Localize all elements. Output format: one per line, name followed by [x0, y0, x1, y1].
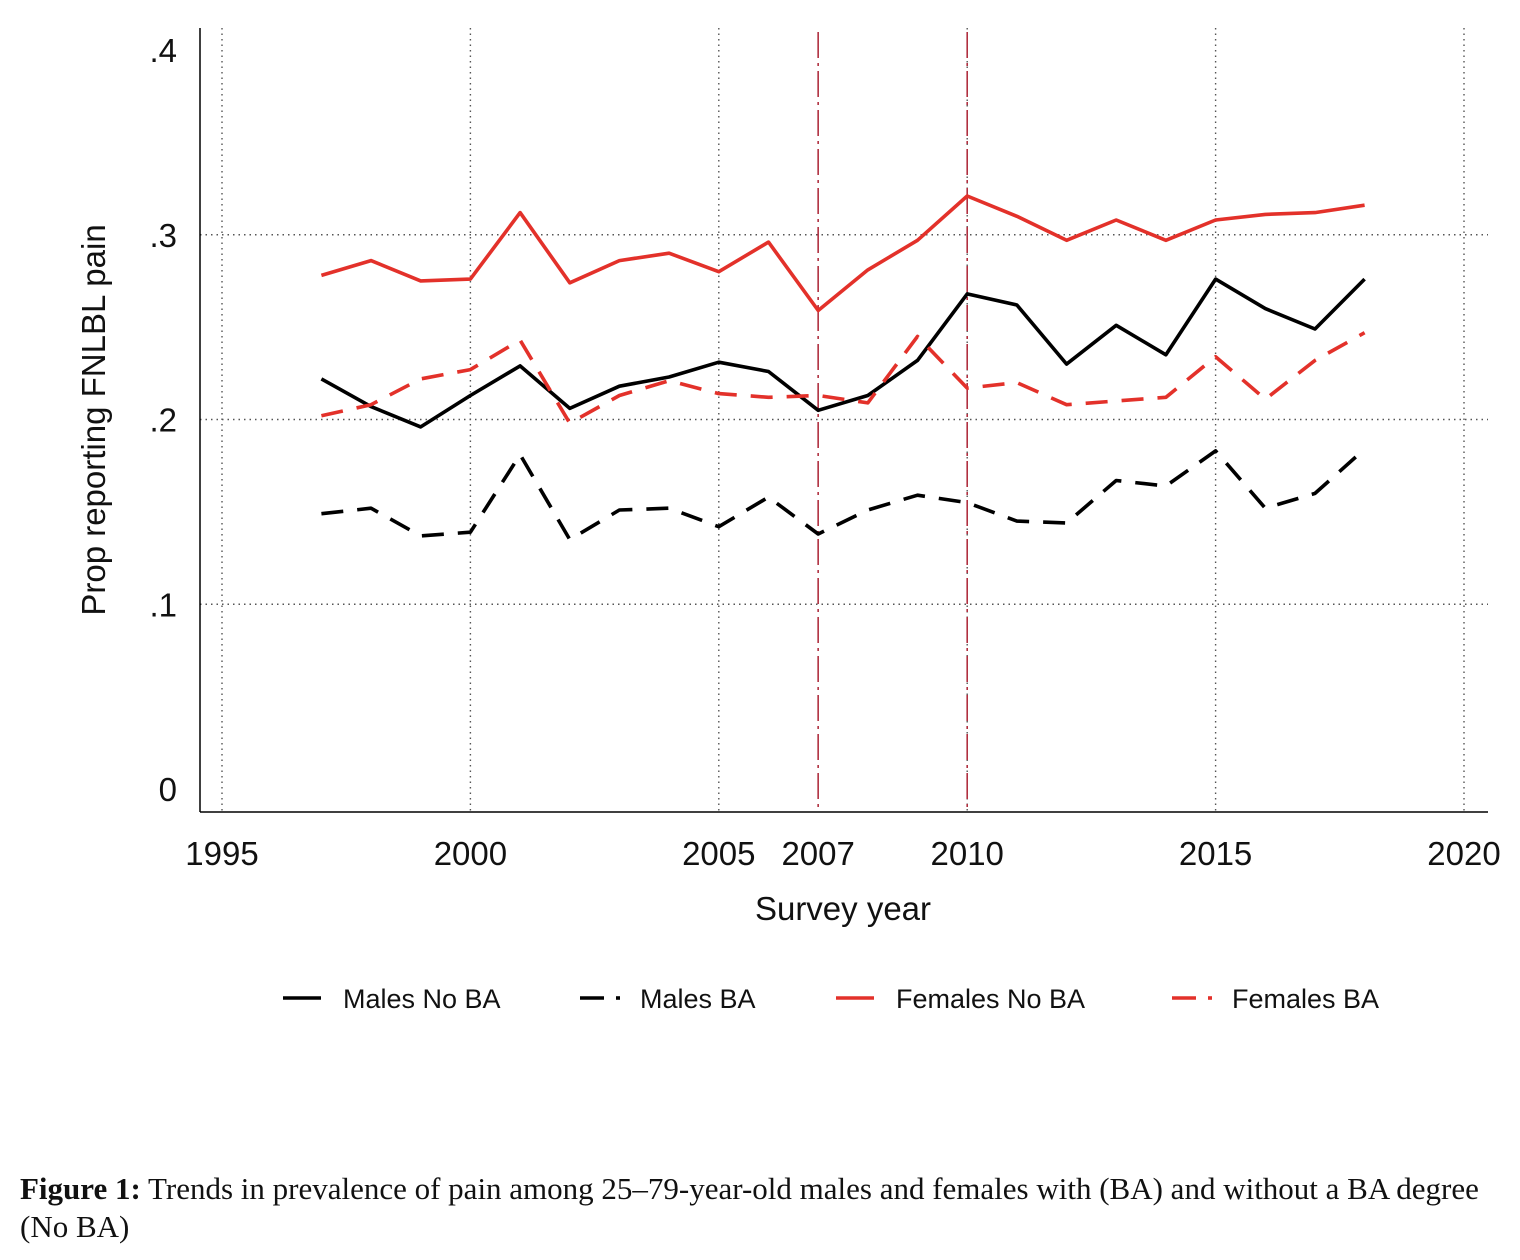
legend-label: Females No BA — [896, 984, 1085, 1014]
x-tick-label: 2020 — [1427, 835, 1500, 872]
x-tick-label: 2007 — [781, 835, 854, 872]
legend-label: Males BA — [640, 984, 756, 1014]
series-line-females-ba — [321, 331, 1366, 426]
y-axis-title: Prop reporting FNLBL pain — [75, 224, 112, 615]
line-chart: 1995 2000 2005 2007 2010 2015 2020 0 .1 .2 .3 .4 S… — [75, 28, 1501, 1014]
x-tick-label: 2005 — [682, 835, 755, 872]
reference-lines — [817, 32, 969, 812]
grid-lines — [200, 28, 1488, 812]
y-tick-label: 0 — [159, 771, 177, 808]
x-axis-title: Survey year — [755, 890, 931, 927]
y-tick-label: .2 — [149, 402, 177, 439]
axes — [199, 28, 1488, 813]
y-axis-ticks: 0 .1 .2 .3 .4 — [149, 32, 177, 808]
series-line-females-no-ba — [320, 194, 1365, 313]
legend-label: Females BA — [1232, 984, 1379, 1014]
legend: Males No BA Males BA Females No BA Females … — [283, 984, 1379, 1014]
figure-caption: Figure 1: Trends in prevalence of pain a… — [20, 1170, 1480, 1246]
legend-label: Males No BA — [343, 984, 501, 1014]
x-tick-label: 2010 — [930, 835, 1003, 872]
series-line-males-ba — [321, 447, 1366, 542]
x-tick-label: 1995 — [185, 835, 258, 872]
x-tick-label: 2000 — [434, 835, 507, 872]
caption-text: Trends in prevalence of pain among 25–79… — [20, 1171, 1479, 1244]
caption-label: Figure 1: — [20, 1171, 141, 1206]
y-tick-label: .4 — [149, 32, 177, 69]
y-tick-label: .1 — [149, 586, 177, 623]
x-tick-label: 2015 — [1179, 835, 1252, 872]
data-series — [320, 194, 1366, 542]
x-axis-ticks: 1995 2000 2005 2007 2010 2015 2020 — [185, 835, 1500, 872]
y-tick-label: .3 — [149, 217, 177, 254]
series-line-males-no-ba — [320, 277, 1366, 429]
